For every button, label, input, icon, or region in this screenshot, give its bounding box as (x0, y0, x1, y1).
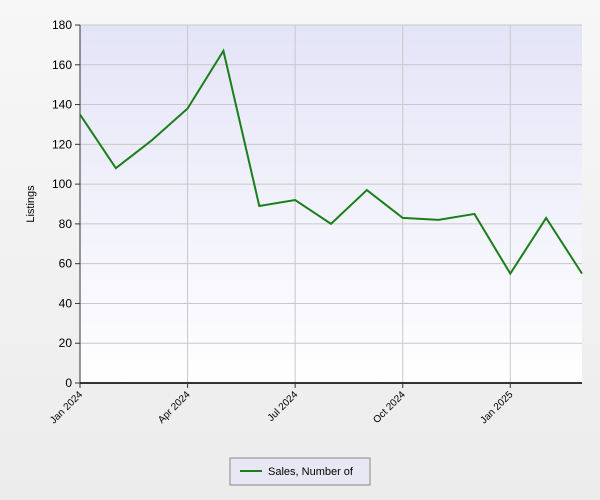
y-tick-label: 120 (52, 137, 72, 151)
y-tick-label: 140 (52, 98, 72, 112)
plot-area (80, 25, 582, 383)
series-line (79, 48, 583, 276)
y-tick-label: 80 (59, 217, 73, 231)
y-tick-label: 100 (52, 177, 72, 191)
y-tick-label: 160 (52, 58, 72, 72)
y-tick-label: 20 (59, 336, 73, 350)
y-axis-label: Listings (25, 185, 37, 223)
y-tick-label: 40 (59, 296, 73, 310)
y-tick-label: 60 (59, 257, 73, 271)
y-tick-label: 180 (52, 18, 72, 32)
legend-label: Sales, Number of (268, 466, 354, 478)
y-tick-label: 0 (65, 376, 72, 390)
